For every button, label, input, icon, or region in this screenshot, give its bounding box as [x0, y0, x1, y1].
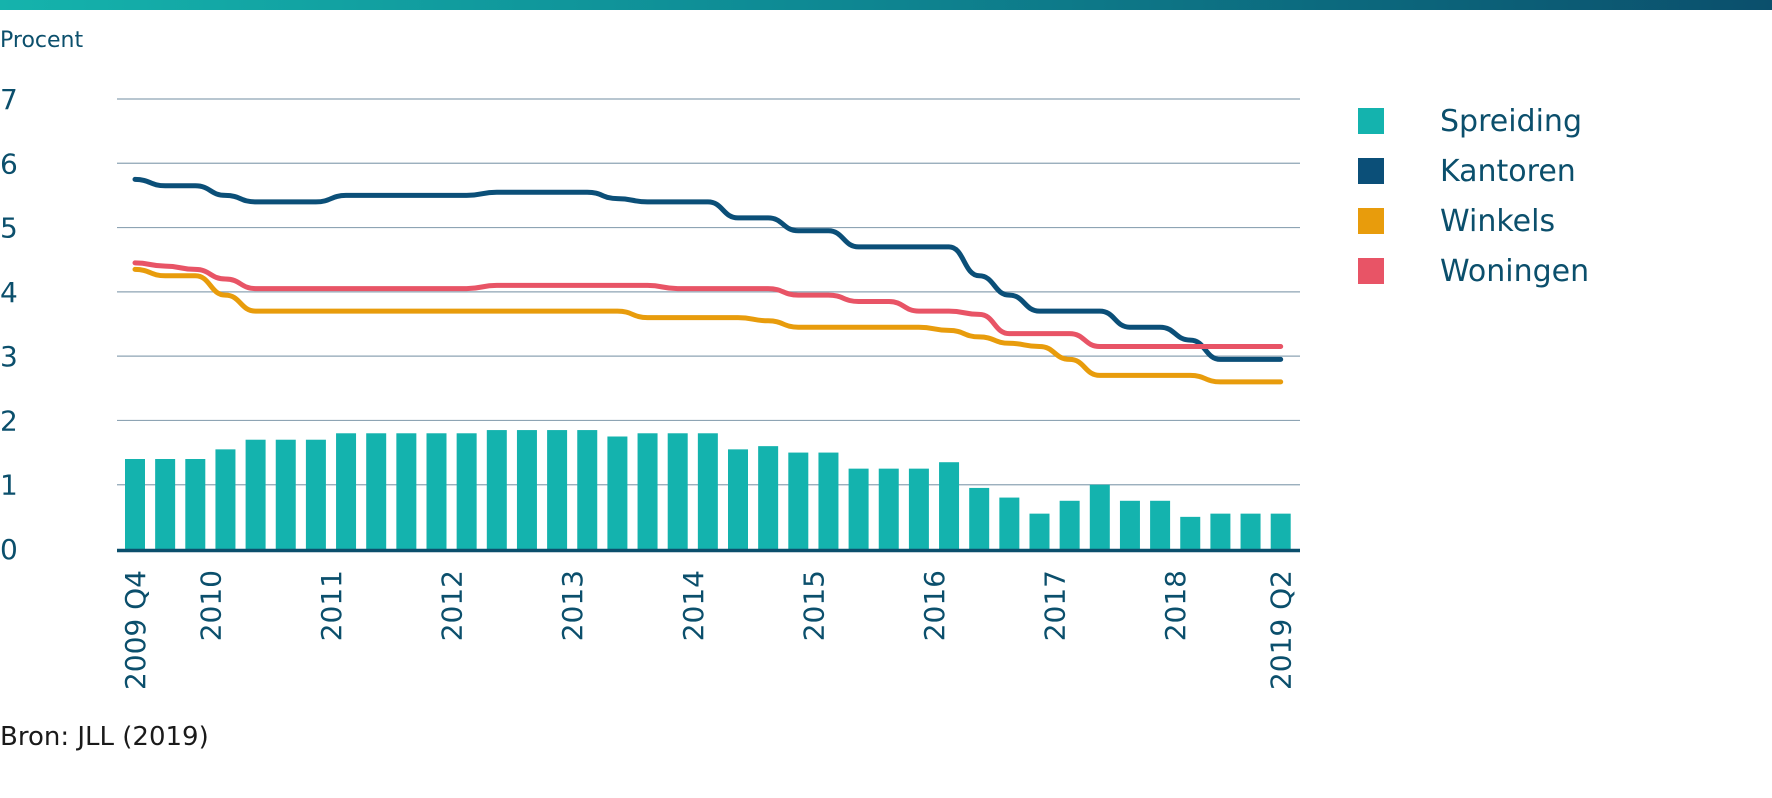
bar-spreiding — [305, 439, 326, 549]
legend: Spreiding Kantoren Winkels Woningen — [1358, 96, 1589, 296]
legend-label: Winkels — [1440, 203, 1556, 239]
x-tick-label: 2019 Q2 — [1265, 570, 1298, 690]
bar-spreiding — [908, 468, 929, 549]
x-tick-label: 2013 — [556, 570, 589, 641]
x-tick-label: 2014 — [677, 570, 710, 641]
x-tick-label: 2015 — [797, 570, 830, 641]
x-tick-label: 2009 Q4 — [119, 570, 152, 690]
y-tick-label: 2 — [0, 404, 18, 437]
legend-item-winkels: Winkels — [1358, 196, 1589, 246]
y-axis-unit-label: Procent — [0, 28, 84, 53]
bar-spreiding — [999, 497, 1020, 549]
bar-spreiding — [1059, 500, 1080, 549]
legend-label: Kantoren — [1440, 153, 1576, 189]
bar-spreiding — [969, 487, 990, 549]
x-tick-label: 2018 — [1159, 570, 1192, 641]
y-tick-label: 1 — [0, 469, 18, 502]
bar-spreiding — [185, 459, 206, 549]
legend-swatch — [1358, 208, 1384, 234]
legend-label: Woningen — [1440, 253, 1590, 289]
bar-spreiding — [1240, 513, 1261, 549]
bar-spreiding — [607, 436, 628, 549]
bar-spreiding — [878, 468, 899, 549]
bar-spreiding — [1180, 516, 1201, 549]
x-tick-label: 2017 — [1039, 570, 1072, 641]
legend-swatch — [1358, 258, 1384, 284]
line-woningen — [132, 260, 1284, 349]
legend-item-woningen: Woningen — [1358, 246, 1589, 296]
legend-label: Spreiding — [1440, 103, 1582, 139]
bar-spreiding — [125, 459, 145, 549]
legend-swatch — [1358, 158, 1384, 184]
bar-spreiding — [1210, 513, 1231, 549]
bar-spreiding — [1119, 500, 1140, 549]
bar-spreiding — [366, 433, 387, 549]
line-winkels — [132, 266, 1284, 385]
bar-spreiding — [848, 468, 869, 549]
y-tick-label: 5 — [0, 212, 18, 245]
y-tick-label: 6 — [0, 147, 18, 180]
x-tick-label: 2011 — [315, 570, 348, 641]
bar-spreiding — [1089, 484, 1110, 549]
legend-item-kantoren: Kantoren — [1358, 146, 1589, 196]
bar-spreiding — [1270, 513, 1291, 549]
bar-spreiding — [818, 452, 839, 549]
bar-spreiding — [155, 459, 176, 549]
legend-item-spreiding: Spreiding — [1358, 96, 1589, 146]
y-tick-label: 0 — [0, 533, 18, 566]
bar-spreiding — [788, 452, 809, 549]
legend-swatch — [1358, 108, 1384, 134]
bar-spreiding — [516, 430, 537, 549]
source-note: Bron: JLL (2019) — [0, 722, 209, 752]
bar-spreiding — [1029, 513, 1050, 549]
bar-spreiding — [336, 433, 357, 549]
bar-spreiding — [215, 449, 236, 549]
bar-spreiding — [456, 433, 477, 549]
bar-spreiding — [275, 439, 296, 549]
y-tick-label: 3 — [0, 340, 18, 373]
bar-spreiding — [486, 430, 507, 549]
bar-spreiding — [637, 433, 658, 549]
y-tick-label: 7 — [0, 83, 18, 116]
x-tick-label: 2012 — [436, 570, 469, 641]
bar-spreiding — [396, 433, 417, 549]
bar-spreiding — [426, 433, 447, 549]
bar-spreiding — [245, 439, 266, 549]
bar-spreiding — [547, 430, 568, 549]
bar-spreiding — [758, 446, 779, 549]
bar-spreiding — [577, 430, 598, 549]
bar-spreiding — [728, 449, 748, 549]
y-tick-label: 4 — [0, 276, 18, 309]
bar-spreiding — [667, 433, 688, 549]
bar-spreiding — [939, 462, 960, 549]
top-accent-bar — [0, 0, 1772, 10]
bar-spreiding — [1150, 500, 1171, 549]
x-tick-label: 2010 — [194, 570, 227, 641]
bar-spreiding — [697, 433, 718, 549]
x-tick-label: 2016 — [918, 570, 951, 641]
line-kantoren — [132, 176, 1284, 362]
